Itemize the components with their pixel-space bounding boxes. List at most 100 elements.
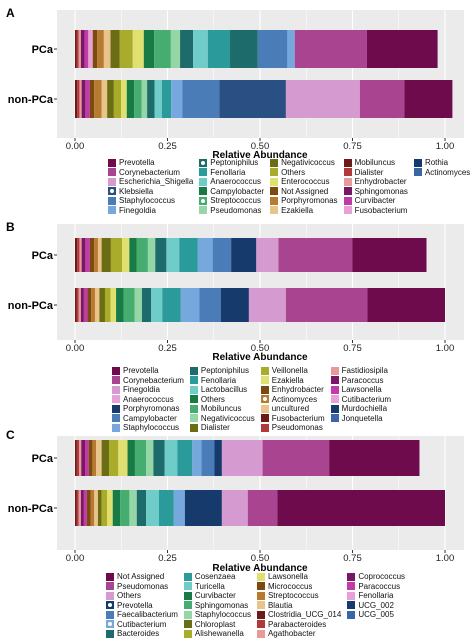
- legend-label: Jonquetella: [341, 413, 383, 423]
- bar-segment: [143, 30, 155, 68]
- x-axis-title: Relative Abundance: [212, 352, 308, 363]
- legend-swatch: [189, 423, 198, 432]
- bar-segment: [132, 30, 144, 68]
- legend-swatch: [347, 582, 356, 591]
- legend-item: Cutibacterium: [330, 395, 391, 405]
- bar-segment: [79, 238, 82, 272]
- bar-segment: [78, 288, 81, 322]
- bar-segment: [92, 440, 97, 476]
- legend-item: Sphingomonas: [183, 600, 251, 611]
- bar-segment: [107, 490, 113, 526]
- legend-label: Not Assigned: [117, 572, 165, 581]
- legend-swatch: [199, 168, 208, 177]
- legend-item: Blautia: [256, 601, 341, 611]
- bar-segment: [110, 238, 122, 272]
- bar-segment: [119, 30, 133, 68]
- legend-swatch: [112, 423, 120, 432]
- legend-swatch: [189, 366, 198, 375]
- bar-segment: [192, 440, 202, 476]
- legend-item: Lawsonella: [256, 572, 341, 582]
- bar-segment: [79, 80, 82, 118]
- bar-segment: [94, 490, 98, 526]
- legend-item: Staphylococcus: [108, 196, 193, 206]
- legend-swatch: [183, 629, 192, 638]
- x-axis-title: Relative Abundance: [212, 563, 308, 574]
- legend-label: Staphylococcus: [119, 196, 176, 205]
- category-label: PCa: [32, 453, 54, 465]
- legend-swatch: [108, 187, 116, 196]
- bar-segment: [107, 80, 114, 118]
- legend-swatch: [112, 404, 120, 413]
- legend-item: Fusobacterium: [260, 414, 325, 424]
- legend-label: Escherichia_Shigella: [119, 177, 194, 186]
- panel-letter-b: B: [6, 220, 15, 234]
- chart-b: PCa non-PCa 0.00 0.25 0.50 0.75 1.00 Relative A…: [8, 224, 464, 363]
- legend-label: uncultured: [271, 404, 310, 413]
- legend-item: Anaerococcus: [112, 395, 184, 405]
- bar-segment: [81, 80, 86, 118]
- legend-label: Pseudomonas: [117, 581, 169, 591]
- bar-segment: [76, 440, 80, 476]
- legend-label: Ezakiella: [271, 375, 304, 385]
- legend-item: Chloroplast: [183, 620, 251, 630]
- legend-item: Not Assigned: [106, 572, 178, 582]
- bar-segment: [170, 30, 181, 68]
- legend-swatch: [199, 196, 208, 205]
- legend-label: Enterococcus: [281, 177, 330, 186]
- bar-segment: [231, 238, 257, 272]
- panel-a: PCa non-PCa 0.00 0.25 0.50 0.75 1.00 Relative A…: [0, 0, 474, 218]
- legend-swatch: [330, 395, 339, 404]
- legend-item: Klebsiella: [108, 187, 193, 197]
- legend-label: Campylobacter: [123, 413, 177, 423]
- legend-label: Sphingomonas: [194, 600, 249, 610]
- bar-segment: [161, 80, 172, 118]
- bar-segment: [134, 440, 147, 476]
- legend-item: Dialister: [189, 423, 255, 433]
- legend-item: Negativicoccus: [270, 158, 337, 168]
- legend-label: Streptococcus: [267, 591, 319, 600]
- legend-swatch: [330, 366, 339, 375]
- legend-swatch: [330, 404, 339, 413]
- legend-label: Mobiluncus: [354, 158, 396, 167]
- legend-item: Cosenzaea: [183, 572, 251, 582]
- legend-label: Staphylococcus: [123, 423, 180, 432]
- legend-label: Paracoccus: [358, 581, 401, 591]
- category-label: PCa: [32, 250, 54, 262]
- legend-item: Murdochiella: [330, 404, 391, 414]
- bar-segment: [277, 490, 445, 526]
- bar-segment: [89, 80, 95, 118]
- panel-c: PCa non-PCa 0.00 0.25 0.50 0.75 1.00 Relative A…: [0, 422, 474, 638]
- legend-label: Turicella: [194, 581, 225, 591]
- legend-item: Others: [270, 168, 337, 178]
- bar-segment: [76, 288, 79, 322]
- legend-item: Escherichia_Shigella: [108, 177, 193, 187]
- bar-segment: [75, 238, 78, 272]
- marker-dot-icon: [110, 189, 114, 194]
- bar-segment: [96, 440, 102, 476]
- legend-swatch: [199, 158, 208, 167]
- legend-label: UCG_002: [358, 600, 394, 610]
- bar-segment: [154, 80, 162, 118]
- bar-segment: [129, 238, 137, 272]
- legend-swatch: [343, 187, 352, 196]
- bar-segment: [294, 30, 367, 68]
- bar-segment: [123, 288, 135, 322]
- legend-item: Negativicoccus: [189, 414, 255, 424]
- legend-swatch: [112, 376, 120, 385]
- bar-segment: [121, 80, 127, 118]
- legend-swatch: [270, 196, 279, 205]
- bar-segment: [86, 490, 91, 526]
- legend-swatch: [256, 629, 265, 638]
- legend-label: Corynebacterium: [123, 375, 184, 385]
- legend-swatch: [256, 591, 265, 600]
- legend-swatch: [256, 610, 265, 619]
- legend-swatch: [260, 414, 269, 423]
- legend-item: Enterococcus: [270, 177, 337, 187]
- legend-swatch: [108, 168, 116, 177]
- legend-item: Clostridia_UCG_014: [256, 610, 341, 620]
- legend-swatch: [270, 168, 279, 177]
- bar-segment: [151, 288, 163, 322]
- panel-letter-c: C: [6, 428, 15, 442]
- legend-item: Dialister: [343, 168, 408, 178]
- legend-label: Bacteroides: [117, 629, 160, 638]
